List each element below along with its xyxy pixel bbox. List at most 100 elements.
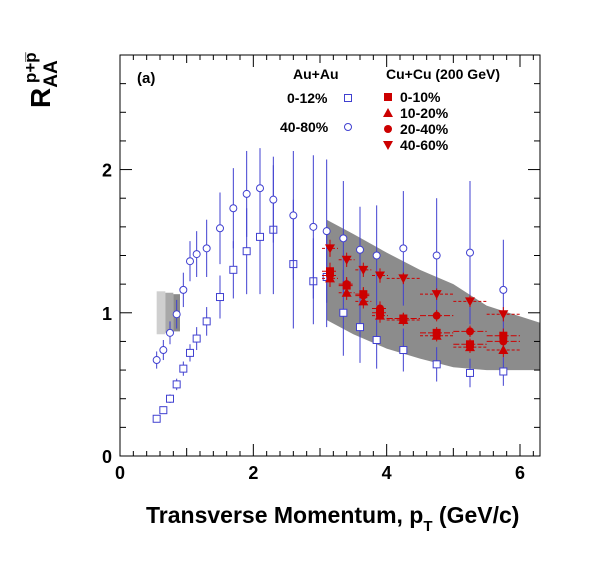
data-point (229, 204, 238, 213)
data-point (152, 356, 161, 365)
data-point (192, 334, 201, 343)
data-point (375, 271, 385, 281)
y-axis-label-sub: AA (41, 60, 62, 88)
systematic-band-layer (326, 219, 540, 371)
x-tick-label: 4 (382, 463, 392, 483)
panel-label: (a) (137, 70, 155, 87)
legend-label: 10-20% (400, 105, 449, 121)
legend-header-auau: Au+Au (293, 66, 339, 82)
data-point (341, 255, 352, 265)
data-points-layer (152, 148, 520, 423)
data-point (372, 335, 381, 344)
y-tick-label: 0 (102, 447, 112, 467)
legend-marker (383, 108, 393, 117)
legend-entry-20-40%: 20-40% (384, 121, 449, 137)
legend-label: 40-60% (400, 137, 449, 153)
y-axis-label: RAA (25, 60, 62, 108)
data-point (229, 265, 238, 274)
legend-entry-0-12%: 0-12% (287, 90, 352, 106)
series-20-40% (322, 266, 520, 349)
data-point (325, 244, 335, 254)
x-axis-label-unit: (GeV/c) (433, 502, 520, 528)
series-40-60% (322, 239, 520, 322)
data-point (339, 234, 348, 243)
data-point (256, 232, 264, 241)
y-tick-label: 1 (102, 304, 112, 324)
data-point (466, 368, 474, 377)
y-axis-label-main: R (25, 88, 56, 108)
data-point (269, 195, 278, 204)
data-point (216, 224, 224, 233)
data-point (399, 314, 408, 323)
x-axis-label: Transverse Momentum, pT (GeV/c) (146, 502, 519, 535)
data-point (192, 250, 201, 259)
data-point (256, 184, 264, 193)
data-point (326, 271, 334, 280)
data-point (289, 211, 298, 220)
y-tick-label: 2 (102, 161, 112, 181)
legend-label: 0-10% (400, 89, 441, 105)
data-point (159, 406, 168, 415)
data-point (499, 285, 508, 294)
data-point (159, 346, 168, 355)
data-point (432, 251, 441, 260)
y-axis-label-sup: p+p̅ (21, 52, 40, 83)
legend-entry-0-10%: 0-10% (384, 89, 441, 105)
legend: 0-12% 40-80% 0-10%10-20%20-40%40-60% (280, 89, 449, 153)
data-point (466, 327, 474, 336)
series-40-80% (152, 148, 508, 369)
data-point (172, 380, 181, 389)
data-point (202, 244, 211, 253)
normalization-uncertainty-box (156, 291, 166, 335)
data-point (339, 308, 348, 317)
data-point (309, 222, 318, 231)
data-point (499, 367, 508, 376)
data-point (216, 293, 224, 302)
data-point (498, 345, 509, 355)
data-point (431, 290, 442, 300)
data-point (341, 287, 352, 297)
data-point (465, 342, 475, 352)
legend-label: 20-40% (400, 121, 449, 137)
data-point (179, 364, 188, 373)
x-tick-label: 6 (515, 463, 525, 483)
data-point (359, 291, 368, 300)
legend-label: 0-12% (287, 90, 328, 106)
data-point (242, 247, 251, 256)
systematic-uncertainty-band (326, 219, 540, 371)
x-axis-label-sub: T (423, 518, 432, 535)
data-point (358, 265, 369, 275)
data-point (172, 310, 181, 319)
data-point (356, 245, 364, 254)
data-point (432, 360, 441, 369)
normalization-uncertainty-box (165, 292, 174, 333)
data-point (179, 285, 188, 294)
legend-marker (344, 94, 352, 102)
data-point (372, 251, 381, 260)
data-point (399, 346, 408, 355)
data-point (398, 274, 409, 284)
legend-marker (383, 141, 393, 150)
x-tick-label: 0 (115, 463, 125, 483)
legend-entry-10-20%: 10-20% (383, 105, 449, 121)
legend-marker (384, 93, 392, 101)
data-point (399, 244, 408, 253)
data-point (322, 227, 331, 236)
x-axis-label-main: Transverse Momentum, p (146, 502, 423, 528)
data-point (356, 323, 364, 332)
data-point (432, 311, 441, 320)
legend-entry-40-60%: 40-60% (383, 137, 449, 153)
data-point (202, 317, 211, 326)
data-point (186, 348, 194, 357)
legend-marker (344, 123, 352, 131)
data-point (242, 189, 251, 198)
data-point (431, 330, 442, 340)
data-point (499, 337, 508, 346)
data-point (465, 297, 475, 307)
legend-label: 40-80% (280, 119, 329, 135)
data-point (376, 304, 384, 313)
x-tick-label: 2 (248, 463, 258, 483)
data-point (186, 257, 194, 266)
legend-marker (384, 125, 392, 133)
